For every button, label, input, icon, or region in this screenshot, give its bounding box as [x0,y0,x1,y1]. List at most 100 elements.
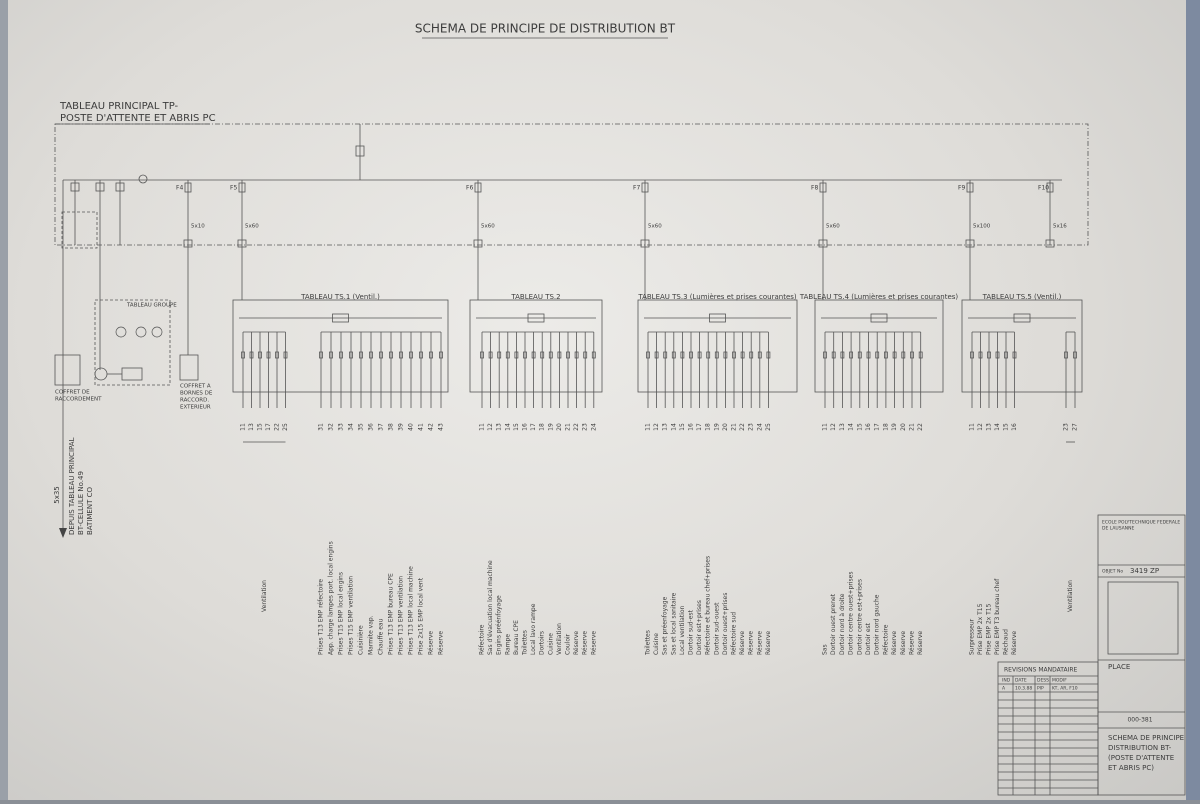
drawing-title: SCHEMA DE PRINCIPE DE DISTRIBUTION BT [415,22,676,36]
feeder-cable: 5x16 [1053,224,1067,230]
circuit-number: 22 [917,423,924,431]
circuit-label: Dortoir ouest+prises [722,593,729,655]
circuit-label: Prises T15 EMP ventilation [348,576,355,655]
revision-header: DATE [1015,678,1027,684]
circuit-number: 25 [765,423,772,431]
incoming-source: BT-CELLULE No.49 [77,471,85,535]
circuit-breaker [488,351,493,359]
circuit-label: Prises T13 EMP local machine [408,566,415,655]
circuit-number: 22 [274,423,281,431]
circuit-number: 15 [513,423,520,431]
circuit-breaker [732,351,736,359]
object-number: 3419 ZP [1130,567,1159,575]
circuit-breaker [241,351,245,359]
circuit-label: Réserve [756,631,763,655]
circuit-number: 12 [977,423,984,431]
feeder-label: F8 [811,185,818,192]
revision-cell: PIP [1037,686,1044,692]
circuit-number: 23 [1063,423,1070,431]
circuit-breaker [757,351,762,359]
circuit-number: 13 [986,423,993,431]
circuit-number: 11 [969,423,976,431]
groupe-label: TABLEAU GROUPE [126,303,177,309]
circuit-number: 19 [891,423,898,431]
circuit-number: 39 [398,423,405,431]
circuit-label: Sas et local sanitaire [670,592,677,655]
circuit-breaker [740,351,745,359]
bornes-label: RACCORD. [180,398,209,404]
circuit-breaker [671,351,676,359]
circuit-number: 16 [688,423,695,431]
circuit-number: 20 [722,423,729,431]
circuit-number: 22 [573,423,580,431]
feeder-cable: 5x60 [826,224,840,230]
circuit-number: 23 [582,423,589,431]
school: DE LAUSANNE [1102,526,1134,532]
circuit-breaker [480,351,484,359]
coffret-box [54,354,81,386]
circuit-number: 14 [848,423,855,431]
panel-title: TABLEAU TS.5 (Ventil.) [982,293,1062,301]
circuit-label: Dortoir sud-est [688,609,695,655]
arrow [59,528,67,538]
circuit-label: Bureau CPE [513,620,520,655]
circuit-label: Toilettes [645,630,652,656]
circuit-label: Prise EMP 2x T15 [977,603,984,655]
circuit-number: 15 [257,423,264,431]
circuit-number: 27 [1072,423,1079,431]
circuit-label: Toilettes [522,630,529,656]
title-block [1097,514,1186,796]
panel-box [637,299,798,393]
drawing-title-block: (POSTE D'ATTENTE [1108,754,1174,762]
feeder-label: F7 [633,185,640,192]
place: PLACE [1108,663,1130,671]
circuit-breaker [766,351,771,359]
circuit-breaker [680,351,685,359]
circuit-label: Réchaud [1003,629,1010,655]
circuit-breaker [884,351,888,359]
circuit-breaker [283,351,288,359]
circuit-number: 17 [874,423,881,431]
feeder-cable: 5x60 [481,224,495,230]
circuit-number: 11 [240,423,247,431]
circuit-number: 42 [428,423,435,431]
circuit-label: Local lavo rampe [530,603,537,655]
circuit-label: Dortoir centre est+prises [856,579,863,655]
ammeter [138,174,148,184]
circuit-label: Dortoir nord à droite [839,593,846,655]
circuit-number: 23 [748,423,755,431]
panel-box [469,299,603,393]
circuit-number: 41 [418,423,425,431]
circuit-label: Réserve [438,631,445,655]
circuit-breaker [723,351,728,359]
meter [115,326,127,338]
bornes-label: BORNES DE [180,391,213,397]
circuit-label: Dortoir centre ouest+prises [848,572,855,655]
circuit-number: 18 [539,423,546,431]
switch [355,145,365,157]
circuit-label: Prises T13 EMP ventilation [398,576,405,655]
circuit-breaker [349,351,353,359]
circuit-number: 36 [368,423,375,431]
circuit-label: Dortoir est [865,622,872,655]
circuit-breaker [646,351,650,359]
circuit-breaker [591,351,596,359]
circuit-label: Réfectoire [882,624,889,655]
circuit-breaker [1064,351,1068,359]
incoming-cable: 5x35 [53,486,61,504]
panel-box [232,299,449,393]
revision-header: IND [1002,678,1011,684]
generator [94,367,108,381]
circuit-breaker [439,351,443,359]
revisions-title: REVISIONS MANDATAIRE [1004,667,1078,674]
circuit-breaker [379,351,383,359]
main-panel-frame [54,123,1089,246]
frame-edge [0,0,8,800]
circuit-breaker [339,351,343,359]
circuit-label: Surpresseur [969,618,976,655]
incoming-source: DEPUIS TABLEAU PRINCIPAL [68,437,76,535]
main-panel-title: POSTE D'ATTENTE ET ABRIS PC [60,113,216,124]
circuit-breaker [823,351,827,359]
circuit-breaker [875,351,880,359]
